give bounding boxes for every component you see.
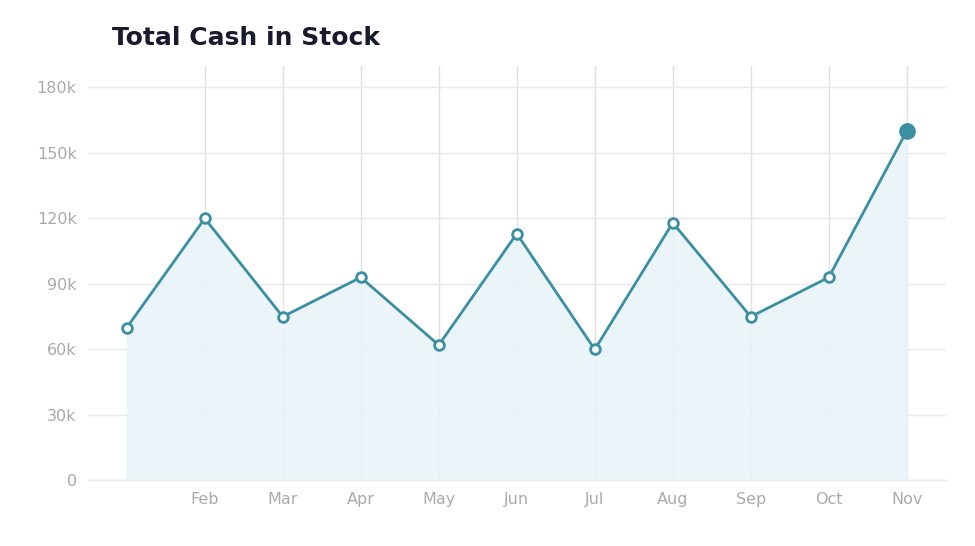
Text: Total Cash in Stock: Total Cash in Stock (112, 26, 380, 50)
